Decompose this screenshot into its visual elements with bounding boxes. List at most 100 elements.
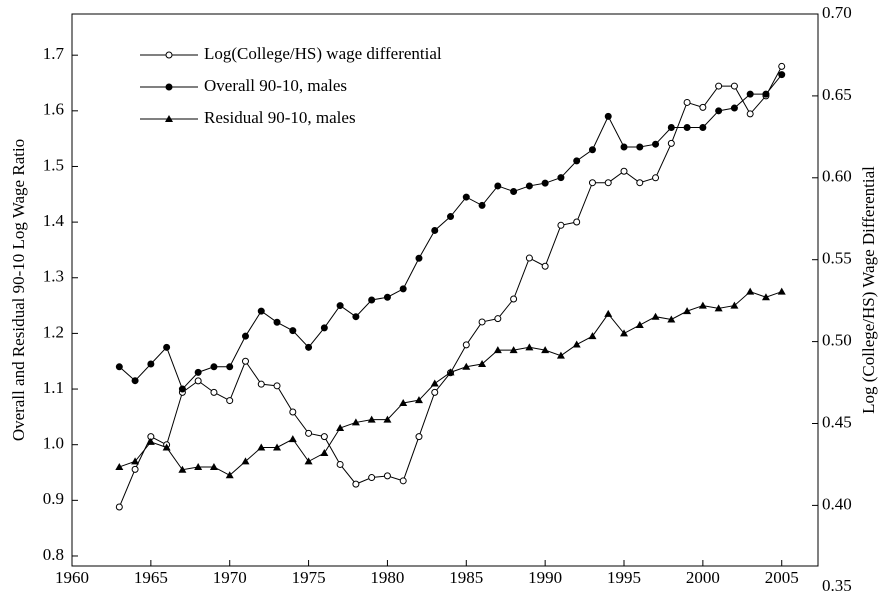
data-point xyxy=(210,388,218,396)
data-point xyxy=(588,146,596,154)
x-tick-label: 1980 xyxy=(370,568,404,587)
data-point xyxy=(635,321,644,329)
legend-marker xyxy=(165,83,173,91)
data-point xyxy=(209,462,218,470)
x-tick-label: 1970 xyxy=(213,568,247,587)
data-point xyxy=(652,140,660,148)
data-point xyxy=(541,262,549,270)
legend-marker xyxy=(165,51,173,59)
data-point xyxy=(194,377,202,385)
data-point xyxy=(494,315,502,323)
data-point xyxy=(478,318,486,326)
data-point xyxy=(336,424,345,431)
series-line xyxy=(119,291,782,476)
data-point xyxy=(714,304,723,312)
y2-tick-label: 0.55 xyxy=(822,249,852,268)
data-point xyxy=(620,167,628,175)
data-point xyxy=(226,397,234,405)
data-point xyxy=(399,477,407,485)
data-point xyxy=(257,380,265,388)
data-point xyxy=(194,368,202,376)
data-point xyxy=(525,254,533,262)
data-point xyxy=(383,293,391,301)
data-point xyxy=(226,363,234,371)
data-point xyxy=(415,254,423,262)
data-point xyxy=(352,480,360,488)
data-point xyxy=(115,503,123,511)
data-point xyxy=(146,437,155,445)
y2-tick-label: 0.35 xyxy=(822,576,852,592)
data-point xyxy=(604,179,612,187)
y-axis-label: Overall and Residual 90-10 Log Wage Rati… xyxy=(9,139,28,441)
y-tick-label: 1.4 xyxy=(43,211,65,230)
y-tick-label: 1.0 xyxy=(43,434,64,453)
data-point xyxy=(715,107,723,115)
data-point xyxy=(430,379,439,387)
data-point xyxy=(557,221,565,229)
y2-tick-label: 0.65 xyxy=(822,85,852,104)
data-point xyxy=(115,363,123,371)
y2-tick-label: 0.60 xyxy=(822,167,852,186)
data-point xyxy=(652,174,660,182)
y2-tick-label: 0.45 xyxy=(822,412,852,431)
data-point xyxy=(447,213,455,221)
y-tick-label: 1.6 xyxy=(43,100,64,119)
data-point xyxy=(257,443,266,451)
x-tick-label: 1995 xyxy=(607,568,641,587)
data-point xyxy=(320,449,329,457)
y2-tick-label: 0.70 xyxy=(822,3,852,22)
data-point xyxy=(399,285,407,293)
data-point xyxy=(305,343,313,351)
data-point xyxy=(431,388,439,396)
data-point xyxy=(494,182,502,190)
data-point xyxy=(761,293,770,301)
data-point xyxy=(636,179,644,187)
data-point xyxy=(446,368,455,376)
x-tick-label: 1990 xyxy=(528,568,562,587)
x-tick-label: 1975 xyxy=(292,568,326,587)
data-point xyxy=(273,318,281,326)
data-point xyxy=(620,329,629,337)
data-point xyxy=(399,398,408,406)
data-point xyxy=(131,377,139,385)
data-point xyxy=(541,346,550,354)
data-point xyxy=(367,415,376,423)
data-point xyxy=(746,110,754,118)
data-point xyxy=(573,157,581,165)
data-point xyxy=(210,363,218,371)
data-point xyxy=(651,312,660,320)
y-tick-label: 1.7 xyxy=(43,44,65,63)
data-point xyxy=(462,193,470,201)
data-point xyxy=(431,226,439,234)
data-point xyxy=(730,82,738,90)
data-point xyxy=(415,433,423,441)
data-point xyxy=(667,139,675,147)
data-point xyxy=(588,332,597,340)
x-tick-label: 1985 xyxy=(449,568,483,587)
data-point xyxy=(383,415,392,423)
y-tick-label: 0.8 xyxy=(43,545,64,564)
data-point xyxy=(288,435,297,443)
data-point xyxy=(147,360,155,368)
data-point xyxy=(746,90,754,98)
data-point xyxy=(778,71,786,79)
legend-marker xyxy=(165,115,173,122)
data-point xyxy=(525,182,533,190)
x-tick-label: 2000 xyxy=(686,568,720,587)
legend-label: Residual 90-10, males xyxy=(204,108,356,127)
x-tick-label: 1960 xyxy=(55,568,89,587)
data-point xyxy=(162,443,171,451)
data-point xyxy=(273,443,282,451)
data-point xyxy=(620,143,628,151)
data-point xyxy=(683,98,691,106)
data-point xyxy=(762,90,770,98)
data-point xyxy=(352,313,360,321)
data-point xyxy=(462,362,471,370)
data-point xyxy=(541,179,549,187)
data-point xyxy=(320,433,328,441)
data-point xyxy=(178,385,186,393)
data-point xyxy=(131,465,139,473)
y-tick-label: 1.5 xyxy=(43,155,64,174)
y-tick-label: 1.1 xyxy=(43,378,64,397)
